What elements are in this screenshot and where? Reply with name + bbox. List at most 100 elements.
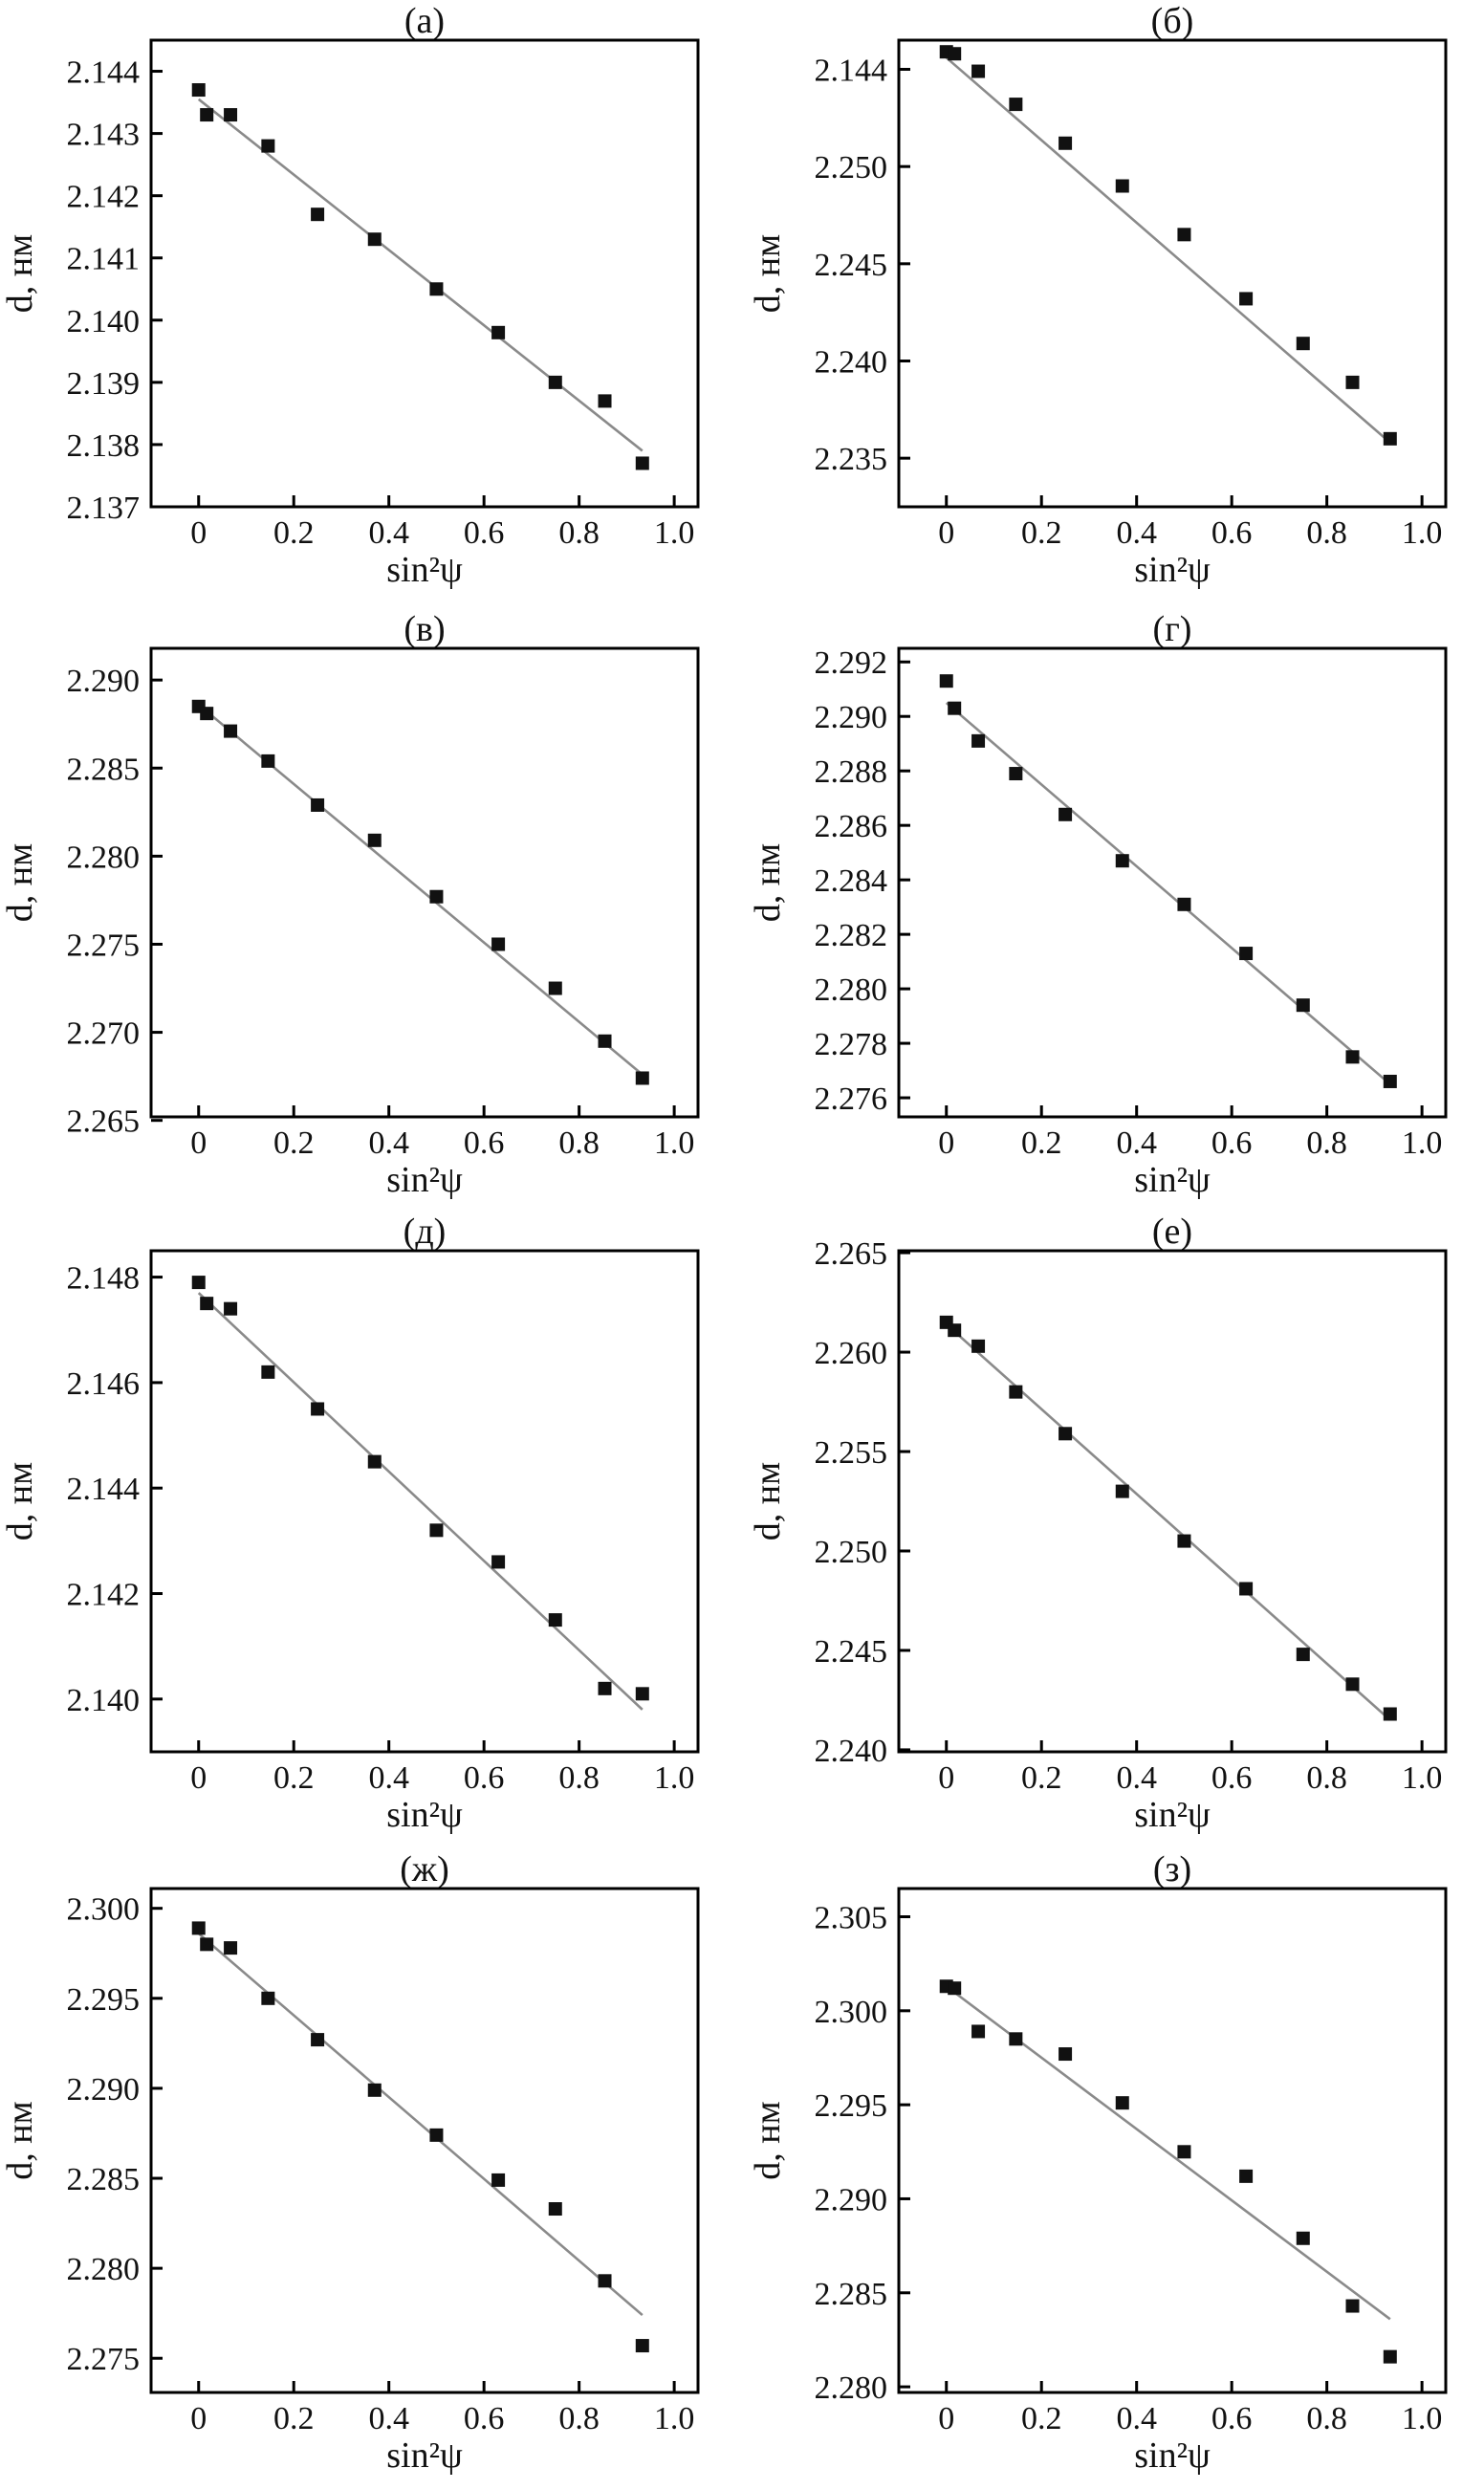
data-point (1383, 2349, 1397, 2364)
data-point (548, 375, 562, 389)
data-point (491, 2173, 506, 2187)
data-point (367, 833, 382, 847)
x-tick-label: 0.6 (464, 515, 505, 551)
y-tick-label: 2.255 (815, 1435, 888, 1471)
y-tick-label: 2.280 (67, 840, 141, 875)
x-tick-label: 1.0 (1402, 2401, 1443, 2436)
y-tick-label: 2.270 (67, 1016, 141, 1052)
data-point (224, 108, 238, 122)
data-point (598, 1034, 612, 1048)
y-tick-label: 2.240 (815, 1734, 888, 1769)
y-tick-label: 2.138 (67, 428, 141, 464)
y-tick-label: 2.148 (67, 1261, 141, 1297)
x-tick-label: 0.4 (1116, 2401, 1157, 2436)
data-point (971, 1339, 986, 1353)
y-tick-label: 2.144 (67, 1472, 141, 1507)
data-point (1177, 228, 1191, 242)
y-tick-label: 2.290 (67, 664, 141, 699)
y-tick-label: 2.144 (815, 54, 888, 89)
y-axis-title: d, нм (0, 843, 40, 922)
data-point (261, 1991, 275, 2005)
x-axis-title: sin²ψ (386, 2435, 463, 2476)
data-point (1296, 1648, 1310, 1662)
data-point (1009, 2032, 1023, 2046)
data-point (1296, 2231, 1310, 2245)
data-point (1115, 2096, 1129, 2110)
y-tick-label: 2.146 (67, 1366, 141, 1402)
data-point (1345, 375, 1360, 389)
data-point (429, 889, 444, 904)
x-tick-label: 0.8 (1306, 1760, 1347, 1796)
plot-frame (897, 38, 1448, 509)
x-tick-label: 1.0 (654, 1760, 695, 1796)
y-tick-label: 2.250 (815, 150, 888, 186)
data-point (598, 1681, 612, 1695)
y-tick-label: 2.288 (815, 754, 888, 790)
x-tick-label: 1.0 (654, 2401, 695, 2436)
fit-line (945, 701, 1391, 1085)
x-tick-label: 0 (938, 515, 954, 551)
y-tick-label: 2.245 (815, 1634, 888, 1670)
x-tick-label: 1.0 (1402, 1760, 1443, 1796)
x-axis-title: sin²ψ (386, 550, 463, 590)
y-tick-label: 2.282 (815, 918, 888, 953)
y-tick-label: 2.140 (67, 304, 141, 339)
y-tick-label: 2.276 (815, 1081, 888, 1117)
data-point (1383, 431, 1397, 446)
x-tick-label: 0.2 (273, 1760, 315, 1796)
y-axis-title: d, нм (748, 843, 788, 922)
data-point (261, 1365, 275, 1379)
x-tick-label: 0.6 (464, 2401, 505, 2436)
y-axis-title: d, нм (0, 234, 40, 313)
plot-frame (897, 646, 1448, 1119)
chart-panel-1: (а) 0 0.2 0.4 0.6 0.8 1.0 2.137 2.138 2.139 2.140 2… (0, 1, 700, 590)
y-tick-label: 2.137 (67, 491, 141, 526)
data-point (1239, 1582, 1254, 1596)
x-tick-label: 0.4 (1116, 515, 1157, 551)
y-tick-label: 2.275 (67, 2342, 141, 2377)
x-axis-title: sin²ψ (1134, 2435, 1211, 2476)
y-tick-label: 2.300 (815, 1995, 888, 2030)
y-tick-label: 2.285 (67, 2162, 141, 2197)
panel-label: (а) (404, 1, 445, 41)
data-point (1296, 337, 1310, 351)
data-point (491, 937, 506, 951)
data-point (200, 707, 214, 721)
data-point (1383, 1707, 1397, 1721)
data-point (200, 1297, 214, 1311)
fit-line (945, 1322, 1391, 1721)
y-axis-title: d, нм (748, 1462, 788, 1540)
data-point (598, 2274, 612, 2288)
data-point (224, 1941, 238, 1955)
y-tick-label: 2.305 (815, 1900, 888, 1935)
x-axis-title: sin²ψ (1134, 1795, 1211, 1835)
data-point (1115, 179, 1129, 193)
panel-label: (д) (404, 1212, 447, 1252)
chart-panel-5: (д) 0 0.2 0.4 0.6 0.8 1.0 2.140 2.142 2.144 2.146 2… (0, 1212, 700, 1835)
y-tick-label: 2.240 (815, 345, 888, 381)
y-tick-label: 2.280 (67, 2252, 141, 2287)
data-point (261, 139, 275, 153)
data-point (1177, 2145, 1191, 2159)
panel-label: (ж) (400, 1849, 449, 1889)
y-tick-label: 2.245 (815, 248, 888, 283)
chart-panel-3: (в) 0 0.2 0.4 0.6 0.8 1.0 2.265 2.270 2.275 2.280 2… (0, 609, 700, 1200)
panel-label: (б) (1151, 1, 1194, 41)
y-axis-title: d, нм (748, 234, 788, 313)
x-tick-label: 0.2 (1021, 1125, 1062, 1161)
x-tick-label: 0 (938, 2401, 954, 2436)
y-tick-label: 2.265 (815, 1236, 888, 1272)
fit-line (197, 1933, 644, 2317)
y-tick-label: 2.285 (815, 2277, 888, 2312)
data-point (191, 1276, 206, 1290)
data-point (367, 2083, 382, 2097)
data-point (1383, 1074, 1397, 1088)
data-point (1345, 2299, 1360, 2313)
x-tick-label: 0 (190, 2401, 207, 2436)
chart-panel-6: (е) 0 0.2 0.4 0.6 0.8 1.0 2.240 2.245 2.250 2.255 2… (748, 1212, 1448, 1835)
y-tick-label: 2.290 (815, 700, 888, 735)
panel-label: (е) (1152, 1212, 1192, 1252)
x-tick-label: 0.8 (1306, 515, 1347, 551)
y-tick-label: 2.280 (815, 972, 888, 1008)
plot-frame (149, 1249, 700, 1754)
